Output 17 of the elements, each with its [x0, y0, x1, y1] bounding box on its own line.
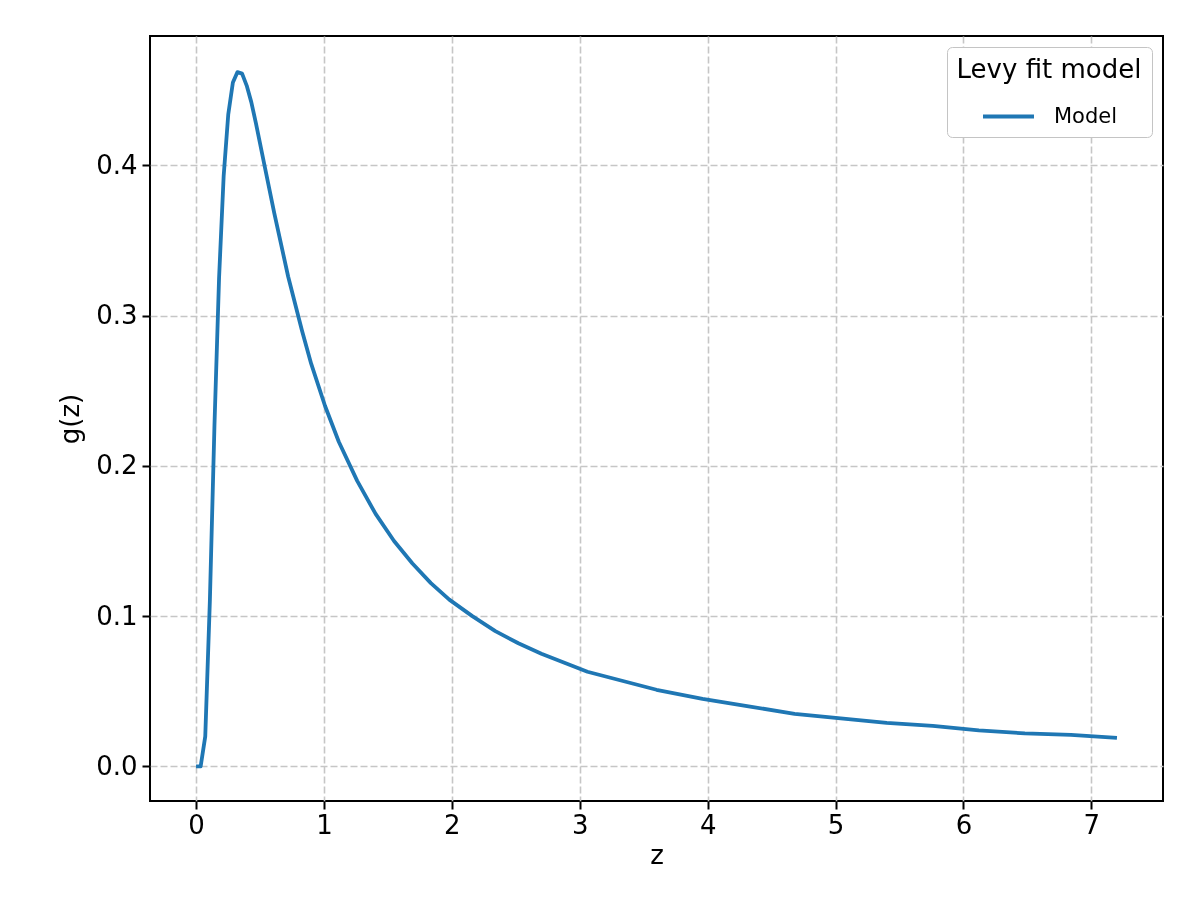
x-tick-label: 2 [444, 809, 461, 840]
x-tick-label: 1 [316, 809, 333, 840]
y-tick-label: 0.2 [96, 450, 138, 481]
x-tick-label: 5 [827, 809, 845, 840]
x-tick-label: 4 [699, 809, 717, 840]
x-tick-label: 3 [571, 809, 589, 840]
y-axis-title: g(z) [55, 393, 86, 445]
legend-label: Model [1054, 103, 1118, 128]
legend-title: Levy fit model [956, 54, 1142, 84]
x-axis-title: z [650, 839, 664, 870]
x-tick-label: 7 [1083, 809, 1101, 840]
y-tick-label: 0.0 [96, 750, 138, 781]
y-tick-label: 0.1 [96, 600, 138, 631]
x-tick-label: 6 [955, 809, 973, 840]
x-tick-label: 0 [188, 809, 205, 840]
y-tick-label: 0.4 [96, 149, 138, 180]
y-tick-label: 0.3 [96, 300, 138, 331]
